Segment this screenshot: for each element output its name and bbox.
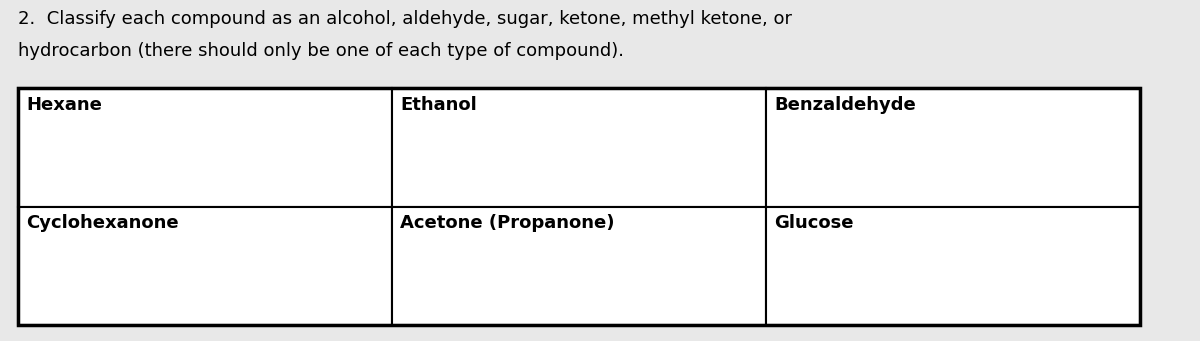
Bar: [18, 88, 1140, 325]
Text: Benzaldehyde: Benzaldehyde: [774, 96, 916, 114]
Text: Cyclohexanone: Cyclohexanone: [26, 214, 179, 233]
Bar: [392, 88, 766, 207]
Text: Glucose: Glucose: [774, 214, 853, 233]
Text: Acetone (Propanone): Acetone (Propanone): [400, 214, 614, 233]
Bar: [392, 207, 766, 325]
Bar: [766, 88, 1140, 207]
Text: 2.  Classify each compound as an alcohol, aldehyde, sugar, ketone, methyl ketone: 2. Classify each compound as an alcohol,…: [18, 10, 792, 28]
Bar: [18, 88, 392, 207]
Bar: [766, 207, 1140, 325]
Text: Hexane: Hexane: [26, 96, 102, 114]
Bar: [18, 207, 392, 325]
Text: Ethanol: Ethanol: [400, 96, 476, 114]
Text: hydrocarbon (there should only be one of each type of compound).: hydrocarbon (there should only be one of…: [18, 42, 624, 60]
